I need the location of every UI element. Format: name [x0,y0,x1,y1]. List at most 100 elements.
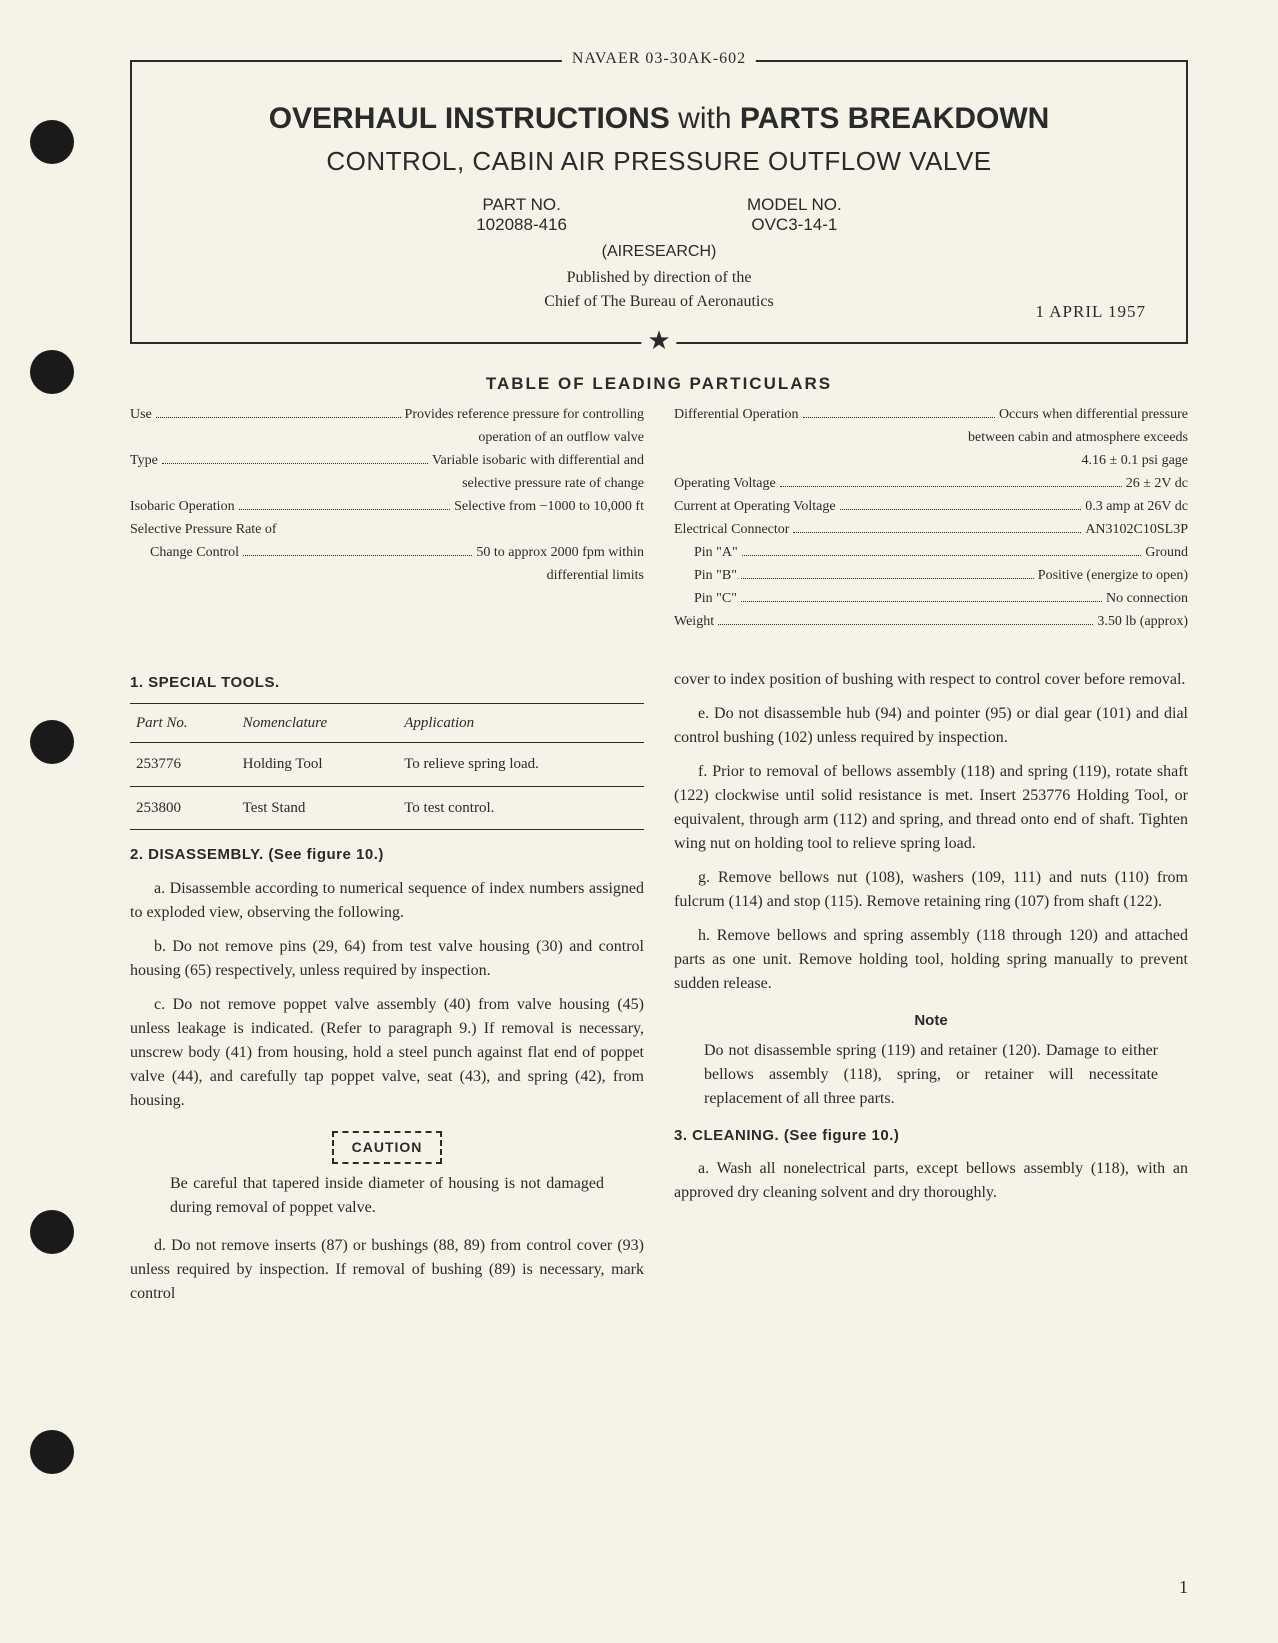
note-label: Note [674,1010,1188,1033]
leader-dots [741,601,1102,602]
particulars-label: Differential Operation [674,404,799,425]
published-line1: Published by direction of the [172,269,1146,287]
particulars-row: Pin "B"Positive (energize to open) [674,565,1188,586]
para-2g: g. Remove bellows nut (108), washers (10… [674,866,1188,914]
particulars-row: Change Control50 to approx 2000 fpm with… [130,542,644,563]
particulars-continuation: 4.16 ± 0.1 psi gage [674,450,1188,471]
particulars-value: Occurs when differential pressure [999,404,1188,425]
particulars-continuation: between cabin and atmosphere exceeds [674,427,1188,448]
particulars-label: Use [130,404,152,425]
star-icon: ★ [641,326,676,356]
leading-particulars: Use Provides reference pressure for contr… [130,404,1188,634]
particulars-continuation: differential limits [130,565,644,586]
punch-hole [30,720,74,764]
company-name: (AIRESEARCH) [172,243,1146,261]
model-no-label: MODEL NO. [747,195,842,215]
leader-dots [243,555,472,556]
particulars-label: Operating Voltage [674,473,776,494]
particulars-row: Differential Operation Occurs when differ… [674,404,1188,425]
special-tools-table: Part No.NomenclatureApplication 253776Ho… [130,703,644,831]
particulars-value: Selective from −1000 to 10,000 ft [454,496,644,517]
particulars-row: Selective Pressure Rate of [130,519,644,540]
particulars-value: 3.50 lb (approx) [1097,611,1188,632]
para-2d-cont: cover to index position of bushing with … [674,668,1188,692]
content-columns: 1. SPECIAL TOOLS. Part No.NomenclatureAp… [130,658,1188,1316]
caution-box: CAUTION [130,1131,644,1164]
particulars-label: Isobaric Operation [130,496,235,517]
left-column: 1. SPECIAL TOOLS. Part No.NomenclatureAp… [130,658,644,1316]
particulars-left-col: Use Provides reference pressure for contr… [130,404,644,634]
main-title: OVERHAUL INSTRUCTIONS with PARTS BREAKDO… [172,102,1146,136]
tools-cell: 253800 [130,786,237,830]
particulars-value: 0.3 amp at 26V dc [1085,496,1188,517]
particulars-row: Isobaric Operation Selective from −1000 t… [130,496,644,517]
leader-dots [239,509,451,510]
tools-row: 253800Test StandTo test control. [130,786,644,830]
tools-cell: Holding Tool [237,743,399,787]
leading-particulars-heading: TABLE OF LEADING PARTICULARS [130,374,1188,394]
para-2h: h. Remove bellows and spring assembly (1… [674,924,1188,996]
particulars-label: Weight [674,611,714,632]
model-no-value: OVC3-14-1 [747,215,842,235]
particulars-label: Pin "C" [694,588,737,609]
section-2-heading: 2. DISASSEMBLY. (See figure 10.) [130,844,644,867]
particulars-row: Electrical Connector AN3102C10SL3P [674,519,1188,540]
particulars-value: Provides reference pressure for controll… [405,404,644,425]
leader-dots [742,555,1142,556]
particulars-value: Variable isobaric with differential and [432,450,644,471]
particulars-value: No connection [1106,588,1188,609]
particulars-value: Positive (energize to open) [1038,565,1188,586]
model-no-block: MODEL NO. OVC3-14-1 [747,195,842,235]
title-part1: OVERHAUL INSTRUCTIONS [269,102,670,135]
leader-dots [741,578,1034,579]
tools-cell: Test Stand [237,786,399,830]
page-number: 1 [1179,1577,1188,1598]
para-2c: c. Do not remove poppet valve assembly (… [130,993,644,1113]
particulars-row: Current at Operating Voltage0.3 amp at 2… [674,496,1188,517]
leader-dots [803,417,995,418]
particulars-row: Type Variable isobaric with differential … [130,450,644,471]
particulars-right-col: Differential Operation Occurs when differ… [674,404,1188,634]
particulars-row: Weight 3.50 lb (approx) [674,611,1188,632]
para-2f: f. Prior to removal of bellows assembly … [674,760,1188,856]
punch-hole [30,120,74,164]
para-2a: a. Disassemble according to numerical se… [130,877,644,925]
particulars-label: Type [130,450,158,471]
punch-hole [30,1430,74,1474]
tools-cell: To relieve spring load. [398,743,644,787]
particulars-value: AN3102C10SL3P [1085,519,1188,540]
part-model-row: PART NO. 102088-416 MODEL NO. OVC3-14-1 [172,195,1146,235]
caution-label: CAUTION [332,1131,443,1164]
leader-dots [780,486,1122,487]
particulars-value: 26 ± 2V dc [1126,473,1188,494]
part-no-label: PART NO. [476,195,567,215]
section-3-heading: 3. CLEANING. (See figure 10.) [674,1125,1188,1148]
tools-header-cell: Part No. [130,703,237,743]
particulars-label: Electrical Connector [674,519,789,540]
para-2d: d. Do not remove inserts (87) or bushing… [130,1234,644,1306]
particulars-row: Pin "A" Ground [674,542,1188,563]
tools-cell: To test control. [398,786,644,830]
title-with: with [678,102,731,135]
tools-cell: 253776 [130,743,237,787]
particulars-row: Pin "C" No connection [674,588,1188,609]
para-2b: b. Do not remove pins (29, 64) from test… [130,935,644,983]
leader-dots [718,624,1093,625]
particulars-label: Pin "A" [694,542,738,563]
punch-hole [30,1210,74,1254]
leader-dots [840,509,1082,510]
leader-dots [793,532,1081,533]
para-3a: a. Wash all nonelectrical parts, except … [674,1157,1188,1205]
particulars-row: Operating Voltage 26 ± 2V dc [674,473,1188,494]
published-line2: Chief of The Bureau of Aeronautics [172,293,1146,311]
leader-dots [162,463,428,464]
particulars-value: 50 to approx 2000 fpm within [476,542,644,563]
particulars-continuation: selective pressure rate of change [130,473,644,494]
note-text: Do not disassemble spring (119) and reta… [704,1039,1158,1111]
particulars-value: Ground [1145,542,1188,563]
subtitle: CONTROL, CABIN AIR PRESSURE OUTFLOW VALV… [172,146,1146,177]
tools-row: 253776Holding ToolTo relieve spring load… [130,743,644,787]
caution-text: Be careful that tapered inside diameter … [170,1172,604,1220]
right-column: cover to index position of bushing with … [674,658,1188,1316]
document-page: NAVAER 03-30AK-602 OVERHAUL INSTRUCTIONS… [0,0,1278,1643]
